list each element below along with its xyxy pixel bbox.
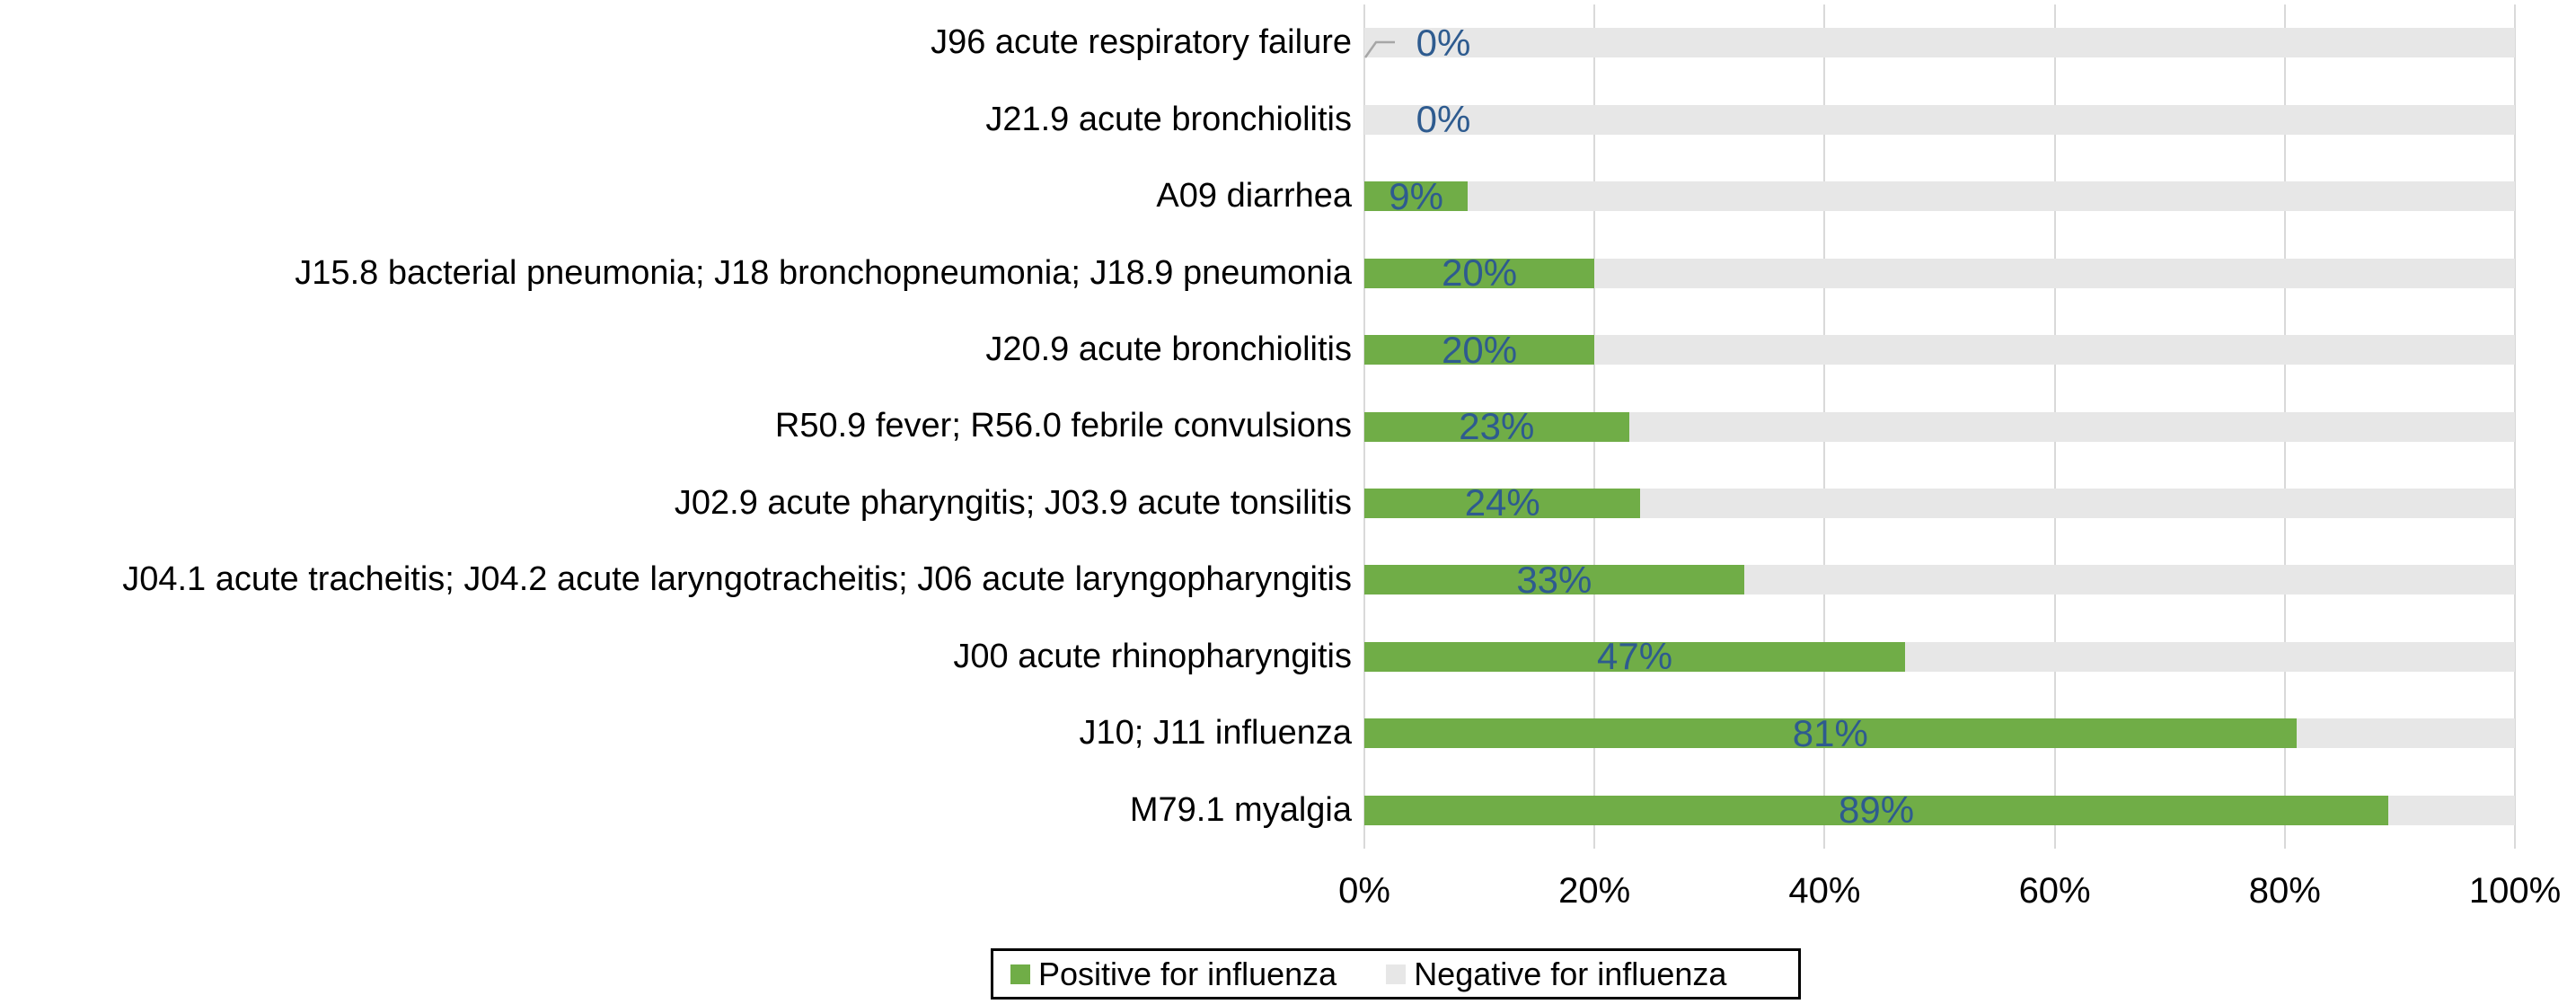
- value-label: 23%: [1459, 405, 1535, 447]
- category-label: J02.9 acute pharyngitis; J03.9 acute ton…: [674, 483, 1352, 522]
- legend: Positive for influenza Negative for infl…: [991, 948, 1801, 1000]
- positive-swatch-icon: [1010, 964, 1030, 984]
- bar-row: 23%: [1364, 405, 2515, 447]
- bar-row: 9%: [1364, 175, 2515, 217]
- value-label: 89%: [1839, 788, 1915, 832]
- bar-row: 24%: [1364, 481, 2515, 524]
- bar-row: 0%: [1364, 98, 2515, 140]
- x-tick-label: 40%: [1788, 871, 1861, 911]
- category-label: A09 diarrhea: [1156, 177, 1352, 216]
- leader-line: [1363, 40, 1395, 58]
- bar-row: 20%: [1364, 329, 2515, 371]
- positive-bar-segment: [1364, 795, 2389, 825]
- x-axis: 0% 20% 40% 60% 80% 100%: [1338, 867, 2561, 914]
- legend-label-positive: Positive for influenza: [1038, 955, 1337, 992]
- bar-row: 81%: [1364, 712, 2515, 754]
- negative-bar-segment: [1364, 104, 2515, 135]
- value-label: 47%: [1597, 635, 1673, 678]
- negative-bar-segment: [1594, 258, 2515, 288]
- negative-bar-segment: [1743, 565, 2515, 595]
- legend-item-positive: Positive for influenza: [1010, 956, 1337, 993]
- negative-bar-segment: [1594, 335, 2515, 365]
- x-tick-label: 60%: [2018, 871, 2091, 911]
- gridline: [2514, 4, 2516, 849]
- value-label: 33%: [1516, 558, 1592, 601]
- plot-area: 0% 0% 9% 20% 20% 23% 24% 33% 47% 81% 89%: [1363, 4, 2516, 849]
- bar-row: 0%: [1364, 22, 2515, 64]
- category-label: J04.1 acute tracheitis; J04.2 acute lary…: [122, 560, 1352, 599]
- positive-bar-segment: [1364, 488, 1641, 518]
- negative-bar-segment: [1628, 411, 2515, 442]
- x-tick-label: 80%: [2248, 871, 2321, 911]
- value-label: 9%: [1389, 174, 1443, 217]
- positive-bar-segment: [1364, 335, 1595, 365]
- category-label: J00 acute rhinopharyngitis: [953, 637, 1352, 675]
- category-label: M79.1 myalgia: [1129, 790, 1352, 829]
- category-labels-column: J96 acute respiratory failure J21.9 acute…: [0, 4, 1352, 849]
- category-label: J21.9 acute bronchiolitis: [985, 100, 1352, 138]
- positive-bar-segment: [1364, 718, 2297, 749]
- positive-bar-segment: [1364, 181, 1469, 212]
- category-label: J20.9 acute bronchiolitis: [985, 330, 1352, 369]
- x-tick-label: 0%: [1338, 871, 1390, 911]
- value-label: 20%: [1442, 251, 1518, 295]
- x-tick-label: 100%: [2468, 871, 2562, 911]
- bar-row: 47%: [1364, 635, 2515, 677]
- value-label: 0%: [1416, 98, 1471, 141]
- value-label: 24%: [1464, 481, 1540, 524]
- positive-bar-segment: [1364, 641, 1906, 672]
- negative-bar-segment: [1640, 488, 2515, 518]
- bar-row: 89%: [1364, 788, 2515, 831]
- legend-item-negative: Negative for influenza: [1386, 956, 1726, 993]
- category-label: R50.9 fever; R56.0 febrile convulsions: [774, 407, 1352, 445]
- x-tick-label: 20%: [1558, 871, 1631, 911]
- positive-bar-segment: [1364, 258, 1595, 288]
- negative-bar-segment: [1905, 641, 2515, 672]
- value-label: 20%: [1442, 328, 1518, 371]
- value-label: 0%: [1416, 21, 1471, 64]
- negative-bar-segment: [2388, 795, 2515, 825]
- category-label: J96 acute respiratory failure: [931, 23, 1352, 62]
- negative-bar-segment: [1468, 181, 2515, 212]
- bar-row: 33%: [1364, 559, 2515, 601]
- legend-label-negative: Negative for influenza: [1414, 955, 1727, 992]
- value-label: 81%: [1792, 711, 1868, 754]
- positive-bar-segment: [1364, 411, 1629, 442]
- category-label: J15.8 bacterial pneumonia; J18 bronchopn…: [295, 253, 1352, 292]
- negative-swatch-icon: [1386, 964, 1407, 984]
- negative-bar-segment: [1364, 28, 2515, 58]
- negative-bar-segment: [2296, 718, 2515, 749]
- bar-row: 20%: [1364, 251, 2515, 294]
- positive-bar-segment: [1364, 565, 1744, 595]
- category-label: J10; J11 influenza: [1079, 714, 1353, 753]
